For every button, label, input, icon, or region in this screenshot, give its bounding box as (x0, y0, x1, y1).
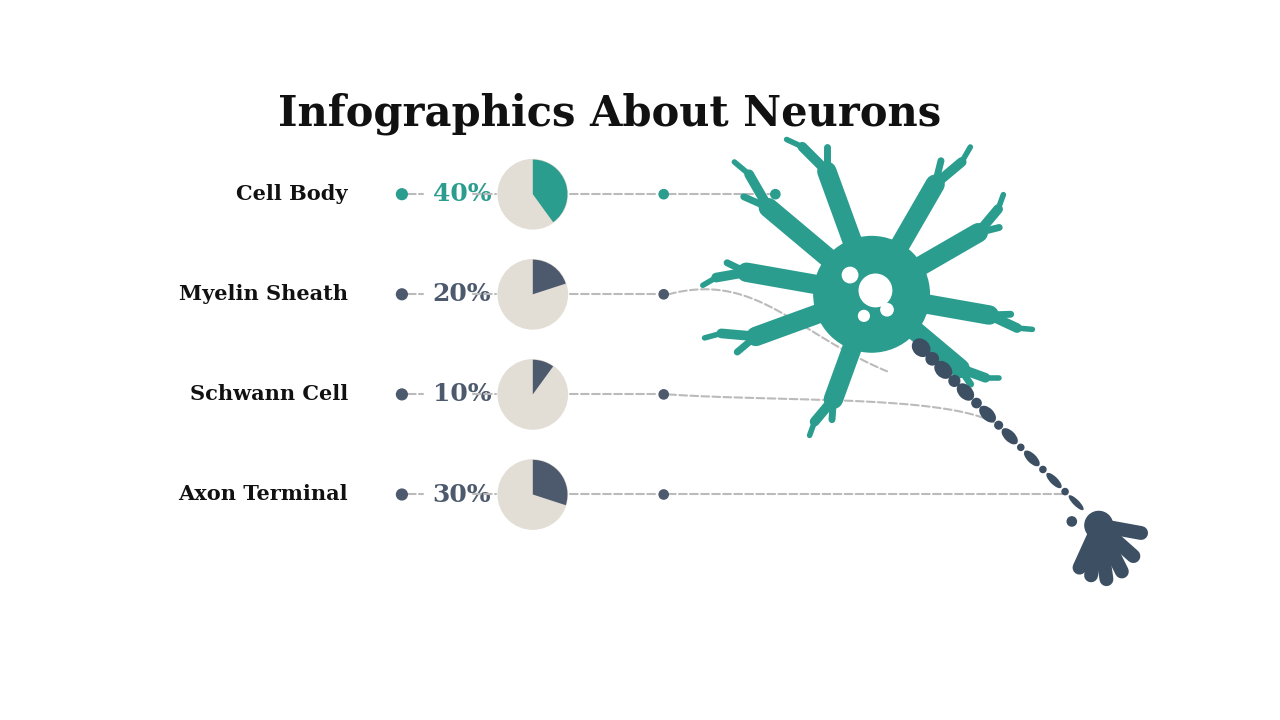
Circle shape (498, 460, 567, 529)
Circle shape (1018, 444, 1024, 451)
Circle shape (1039, 467, 1046, 472)
Circle shape (1085, 511, 1112, 539)
Text: 40%: 40% (433, 182, 492, 206)
Circle shape (659, 289, 668, 299)
Wedge shape (532, 160, 567, 222)
Circle shape (498, 160, 567, 229)
Ellipse shape (1024, 451, 1039, 467)
Ellipse shape (1001, 428, 1018, 444)
Wedge shape (532, 460, 567, 505)
Circle shape (771, 189, 780, 199)
Ellipse shape (859, 274, 892, 307)
Circle shape (397, 389, 407, 400)
Ellipse shape (1046, 473, 1061, 488)
Circle shape (1062, 489, 1068, 495)
Circle shape (397, 489, 407, 500)
Circle shape (498, 360, 567, 429)
Text: Cell Body: Cell Body (237, 184, 348, 204)
Ellipse shape (979, 406, 996, 423)
Circle shape (995, 421, 1002, 429)
Text: Infographics About Neurons: Infographics About Neurons (278, 92, 941, 135)
Text: 10%: 10% (433, 382, 492, 406)
Wedge shape (532, 260, 566, 294)
Text: 20%: 20% (433, 282, 492, 306)
Ellipse shape (934, 361, 952, 379)
Ellipse shape (911, 338, 931, 357)
Text: Axon Terminal: Axon Terminal (178, 485, 348, 505)
Text: Myelin Sheath: Myelin Sheath (179, 284, 348, 305)
Circle shape (659, 490, 668, 499)
Circle shape (842, 267, 858, 283)
Circle shape (859, 310, 869, 321)
Wedge shape (532, 360, 553, 395)
Circle shape (925, 353, 938, 365)
Circle shape (881, 304, 893, 316)
Circle shape (659, 390, 668, 399)
Circle shape (397, 289, 407, 300)
Text: 30%: 30% (433, 482, 492, 506)
Circle shape (659, 189, 668, 199)
Circle shape (972, 398, 982, 408)
Circle shape (498, 260, 567, 329)
Ellipse shape (1069, 495, 1084, 510)
Circle shape (814, 237, 929, 352)
Circle shape (1068, 517, 1076, 526)
Circle shape (948, 376, 960, 387)
Circle shape (397, 189, 407, 199)
Ellipse shape (956, 383, 974, 401)
Text: Schwann Cell: Schwann Cell (189, 384, 348, 405)
